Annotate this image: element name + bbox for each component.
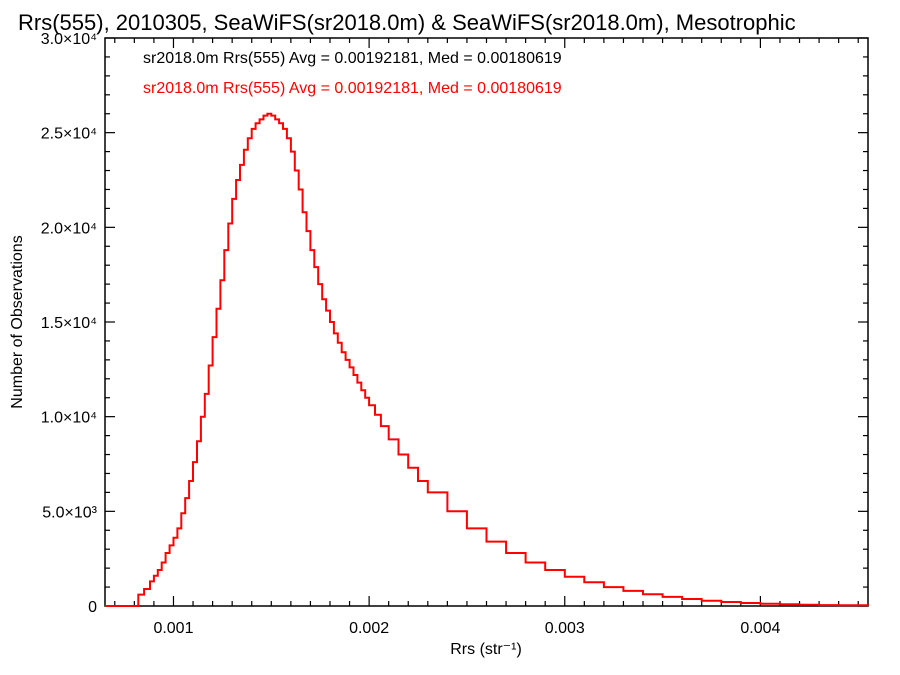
x-tick-label: 0.003: [545, 620, 585, 637]
histogram-series-line: [105, 112, 869, 607]
y-tick-label: 0: [88, 599, 97, 616]
axis-ticks: [105, 37, 868, 607]
chart-title: Rrs(555), 2010305, SeaWiFS(sr2018.0m) & …: [18, 10, 796, 35]
x-tick-label: 0.002: [349, 620, 389, 637]
y-tick-label: 2.5×10⁴: [41, 126, 97, 143]
y-tick-label: 5.0×10³: [42, 504, 97, 521]
y-tick-label: 1.0×10⁴: [41, 410, 97, 427]
x-tick-label: 0.004: [740, 620, 780, 637]
x-tick-label: 0.001: [153, 620, 193, 637]
x-axis-label: Rrs (str⁻¹): [450, 641, 522, 658]
stats-annotation-black: sr2018.0m Rrs(555) Avg = 0.00192181, Med…: [143, 50, 562, 67]
plot-frame: [104, 37, 869, 607]
y-tick-label: 3.0×10⁴: [41, 31, 97, 48]
tick-labels: 0.001 0.002 0.003 0.004 0 5.0×10³ 1.0×10⁴ 1.5×1…: [41, 31, 781, 637]
y-axis-label: Number of Observations: [9, 235, 26, 408]
stats-annotation-red: sr2018.0m Rrs(555) Avg = 0.00192181, Med…: [143, 80, 562, 97]
y-tick-label: 1.5×10⁴: [41, 315, 97, 332]
y-tick-label: 2.0×10⁴: [41, 220, 97, 237]
